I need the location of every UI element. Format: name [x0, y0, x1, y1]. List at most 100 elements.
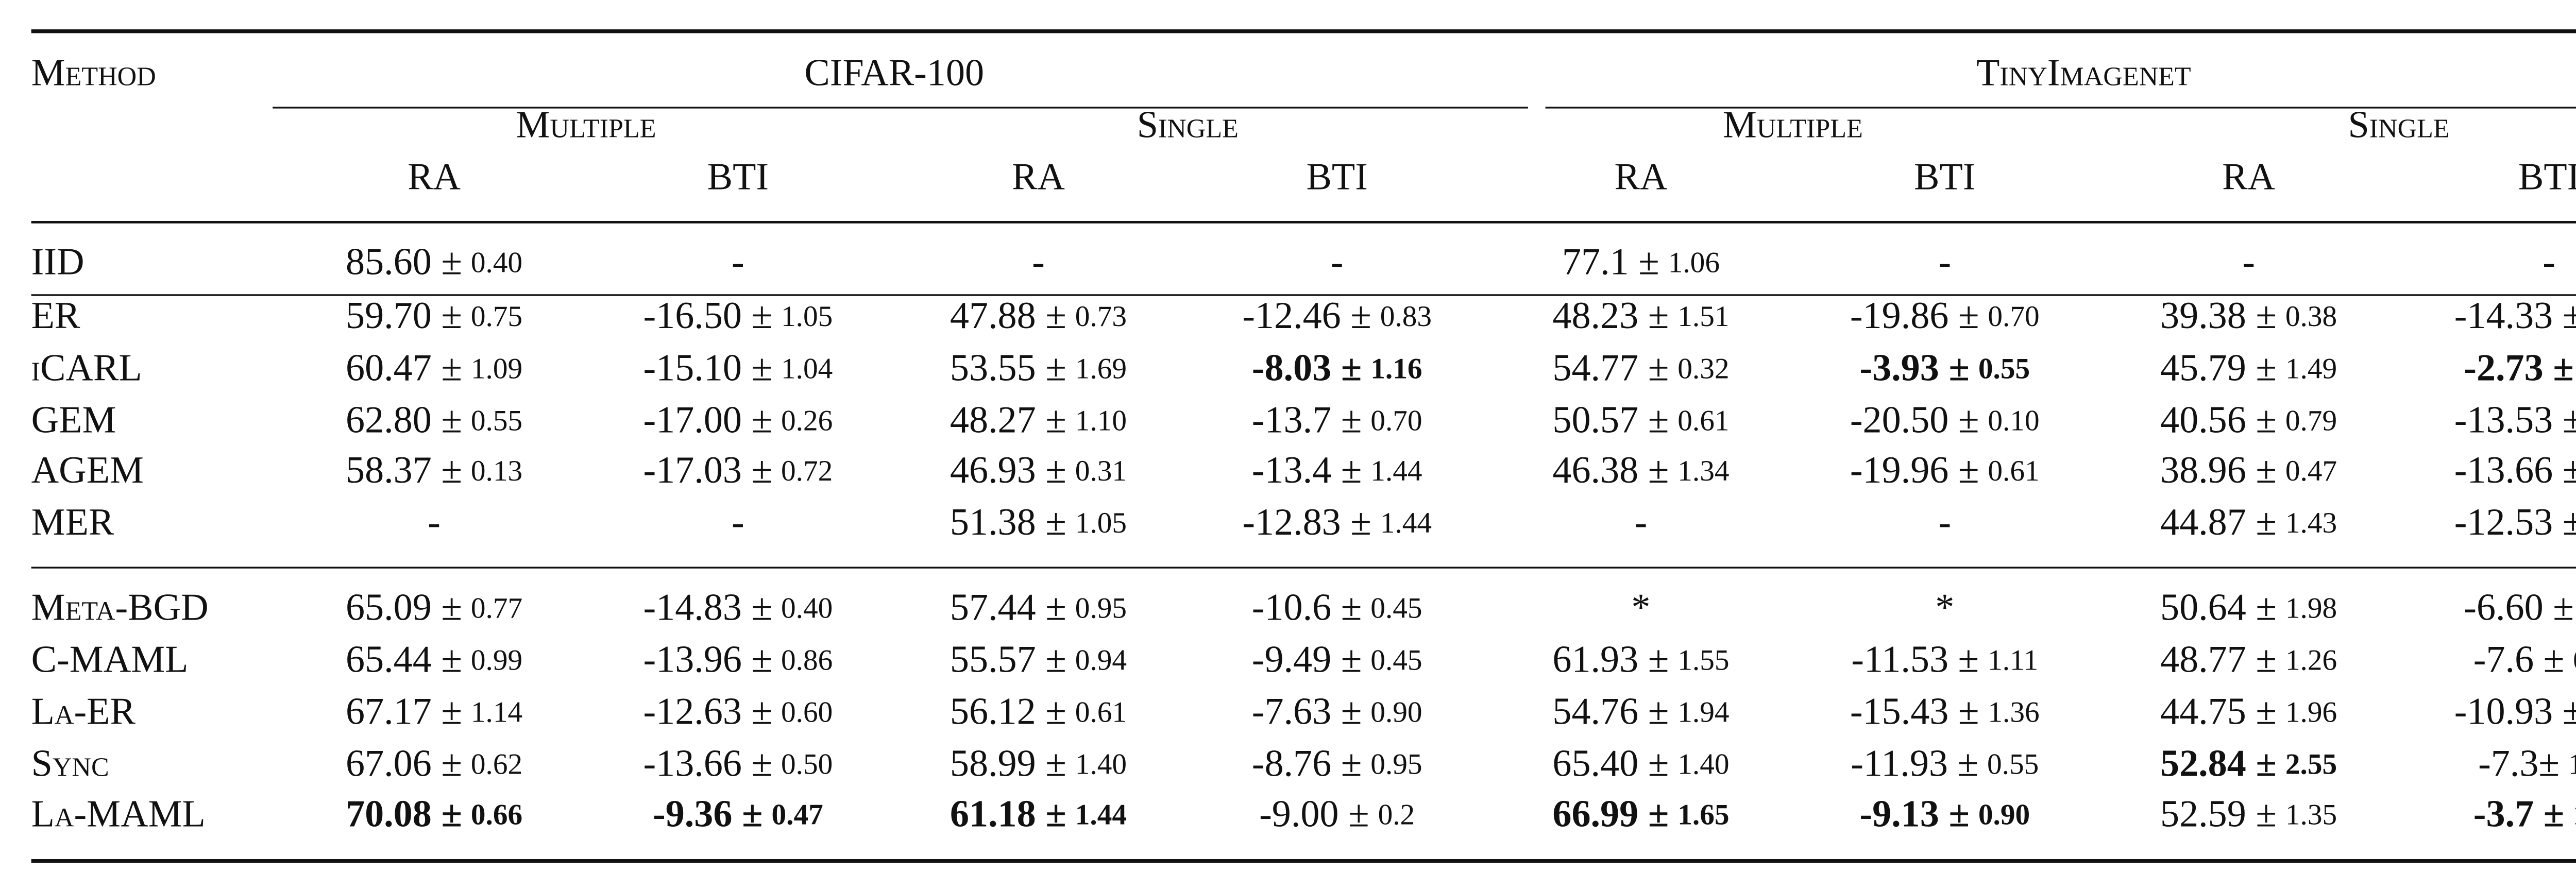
method-name: IID	[31, 241, 84, 283]
cell-main: 45.79 ±	[2160, 347, 2277, 389]
cell: 46.38 ±1.34	[1552, 449, 1729, 491]
cell-main: 55.57 ±	[950, 638, 1066, 680]
group-header: CIFAR-100	[804, 52, 984, 94]
cell-main: -10.93 ±	[2454, 691, 2576, 733]
cell: 59.70 ± 0.75	[346, 295, 522, 337]
cell-std: 0.86	[781, 644, 833, 677]
cell-std: 1.16	[1370, 352, 1422, 385]
cell-std: 0.50	[781, 748, 833, 781]
cell-main: 58.99 ±	[950, 743, 1066, 785]
cell: -17.00 ± 0.26	[643, 399, 833, 441]
cell-std: 1.44	[1370, 455, 1422, 487]
cell-std: 1.55	[1677, 644, 1729, 677]
cell-main: -	[1938, 501, 1951, 543]
cell-main: 70.08 ±	[346, 793, 462, 835]
cell-main: -16.50 ±	[643, 295, 772, 337]
cell-main: -2.73 ±	[2464, 347, 2574, 389]
cell-main: 67.17 ±	[346, 691, 462, 733]
cell: -9.13 ±0.90	[1859, 793, 2030, 835]
method-name: La-MAML	[31, 793, 206, 835]
cell-main: -13.53 ±	[2454, 399, 2576, 441]
cell-main: -13.66 ±	[643, 743, 772, 785]
cell: 61.93 ±1.55	[1552, 638, 1729, 680]
cell: 70.08 ± 0.66	[346, 793, 522, 835]
cell-main: 48.77 ±	[2160, 638, 2277, 680]
cell: -10.6 ±0.45	[1252, 586, 1422, 628]
cell: 51.38 ± 1.05	[950, 501, 1127, 543]
cell: 66.99 ±1.65	[1552, 793, 1729, 835]
cell-main: 47.88 ±	[950, 295, 1066, 337]
cell: 55.57 ± 0.94	[950, 638, 1127, 680]
cell: -	[732, 241, 744, 283]
cell-std: 0.13	[471, 455, 522, 487]
cell-std: 1.96	[2285, 696, 2337, 729]
cell: -	[1938, 501, 1951, 543]
cell-std: 1.44	[1075, 799, 1127, 831]
cell-main: 61.93 ±	[1552, 638, 1669, 680]
cell-main: -14.33 ±	[2454, 295, 2576, 337]
cell-main: -15.43 ±	[1850, 691, 1979, 733]
cell-std: 0.73	[1075, 300, 1127, 333]
method-name: La-ER	[31, 691, 136, 733]
cell-main: 65.40 ±	[1552, 743, 1669, 785]
cell-main: *	[1631, 586, 1650, 628]
cell-std: 1.40	[1677, 748, 1729, 781]
cell: -9.36 ± 0.47	[653, 793, 823, 835]
cell: -7.6 ± 0.52	[2473, 638, 2576, 680]
cell: *	[1935, 586, 1954, 628]
cell-std: 1.44	[1380, 507, 1432, 539]
cell: 60.47 ± 1.09	[346, 347, 522, 389]
cell-main: 56.12 ±	[950, 691, 1066, 733]
cell-main: 52.84 ±	[2160, 743, 2277, 785]
cell-main: -	[2543, 241, 2555, 283]
cell: -9.00 ± 0.2	[1259, 793, 1415, 835]
cell: 40.56 ±0.79	[2160, 399, 2337, 441]
cell-main: 39.38 ±	[2160, 295, 2277, 337]
cell-main: -12.53 ±	[2454, 501, 2576, 543]
metric-header: RA	[408, 156, 461, 198]
cell-std: 1.06	[1668, 247, 1720, 279]
cell-main: -9.13 ±	[1859, 793, 1970, 835]
cell: -7.63 ±0.90	[1252, 691, 1422, 733]
cell-main: -	[1331, 241, 1344, 283]
cell: -14.83 ± 0.40	[643, 586, 833, 628]
cell: -12.63 ± 0.60	[643, 691, 833, 733]
cell-main: 46.93 ±	[950, 449, 1066, 491]
cell-main: -8.03 ±	[1252, 347, 1362, 389]
cell-main: -6.60 ±	[2464, 586, 2574, 628]
cell-std: 0.60	[781, 696, 833, 729]
cell-main: 62.80 ±	[346, 399, 462, 441]
cell: -19.96 ± 0.61	[1850, 449, 2040, 491]
cell: -2.73 ±0.45	[2464, 347, 2576, 389]
cell-main: 67.06 ±	[346, 743, 462, 785]
cell-main: -13.4 ±	[1252, 449, 1362, 491]
cell-std: 1.51	[1677, 300, 1729, 333]
cell-main: -10.6 ±	[1252, 586, 1362, 628]
cell-std: 1.98	[2285, 592, 2337, 625]
cell-main: 65.44 ±	[346, 638, 462, 680]
cell: -6.60 ±1.73	[2464, 586, 2576, 628]
cell-std: 1.40	[1075, 748, 1127, 781]
cell-std: 1.69	[1075, 352, 1127, 385]
metric-header: RA	[1614, 156, 1667, 198]
cell-std: 0.52	[2573, 644, 2576, 677]
cell-main: 57.44 ±	[950, 586, 1066, 628]
cell: -3.7 ± 1.22	[2473, 793, 2576, 835]
cell-main: -7.6 ±	[2473, 638, 2565, 680]
setting-header: Single	[2348, 104, 2450, 146]
method-name: iCARL	[31, 347, 142, 389]
cell-main: 65.09 ±	[346, 586, 462, 628]
cell-main: -17.00 ±	[643, 399, 772, 441]
cell-main: -	[1938, 241, 1951, 283]
cell-main: -11.53 ±	[1851, 638, 1979, 680]
metric-header: BTI	[1306, 156, 1367, 198]
cell: 65.40 ±1.40	[1552, 743, 1729, 785]
cell-main: 58.37 ±	[346, 449, 462, 491]
method-name: ER	[31, 295, 80, 337]
cell-main: 61.18 ±	[950, 793, 1066, 835]
metric-header: RA	[2222, 156, 2275, 198]
cell-std: 0.72	[781, 455, 833, 487]
cell-main: 40.56 ±	[2160, 399, 2277, 441]
cell: 65.09 ± 0.77	[346, 586, 522, 628]
